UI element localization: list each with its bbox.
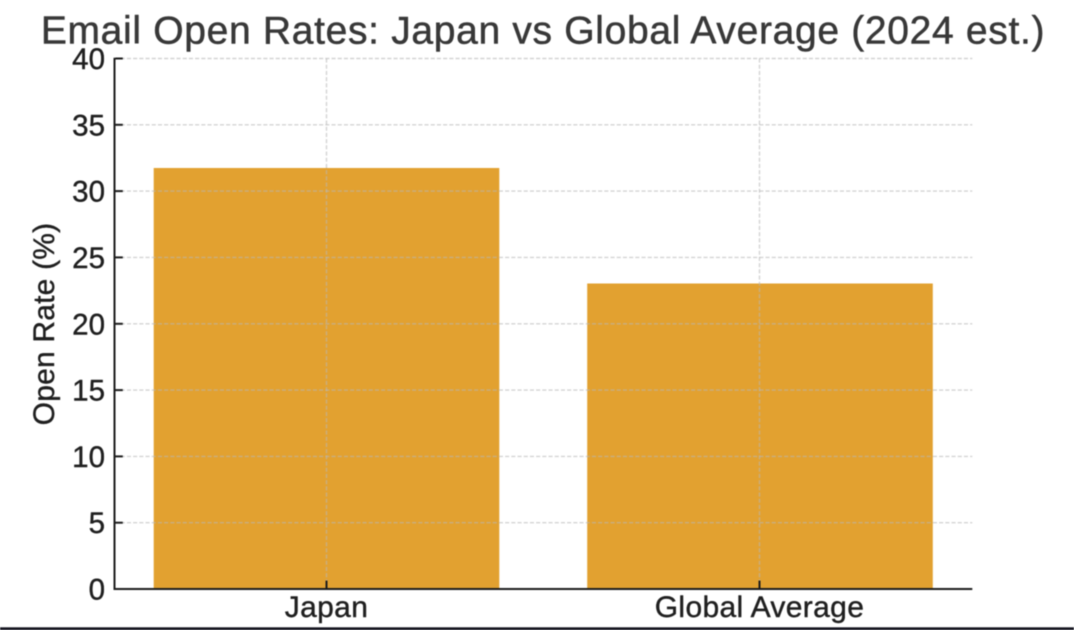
- svg-text:10: 10: [72, 441, 105, 474]
- svg-text:20: 20: [72, 308, 105, 341]
- svg-text:Japan: Japan: [285, 591, 369, 624]
- svg-text:15: 15: [72, 375, 105, 408]
- svg-text:0: 0: [89, 574, 105, 607]
- svg-text:40: 40: [72, 43, 105, 76]
- svg-text:30: 30: [72, 176, 105, 209]
- svg-text:Email Open Rates: Japan vs Glo: Email Open Rates: Japan vs Global Averag…: [41, 10, 1045, 53]
- svg-text:35: 35: [72, 109, 105, 142]
- svg-text:25: 25: [72, 242, 105, 275]
- svg-text:Global Average: Global Average: [655, 591, 865, 624]
- svg-text:Open Rate (%): Open Rate (%): [28, 223, 61, 426]
- svg-text:5: 5: [89, 507, 105, 540]
